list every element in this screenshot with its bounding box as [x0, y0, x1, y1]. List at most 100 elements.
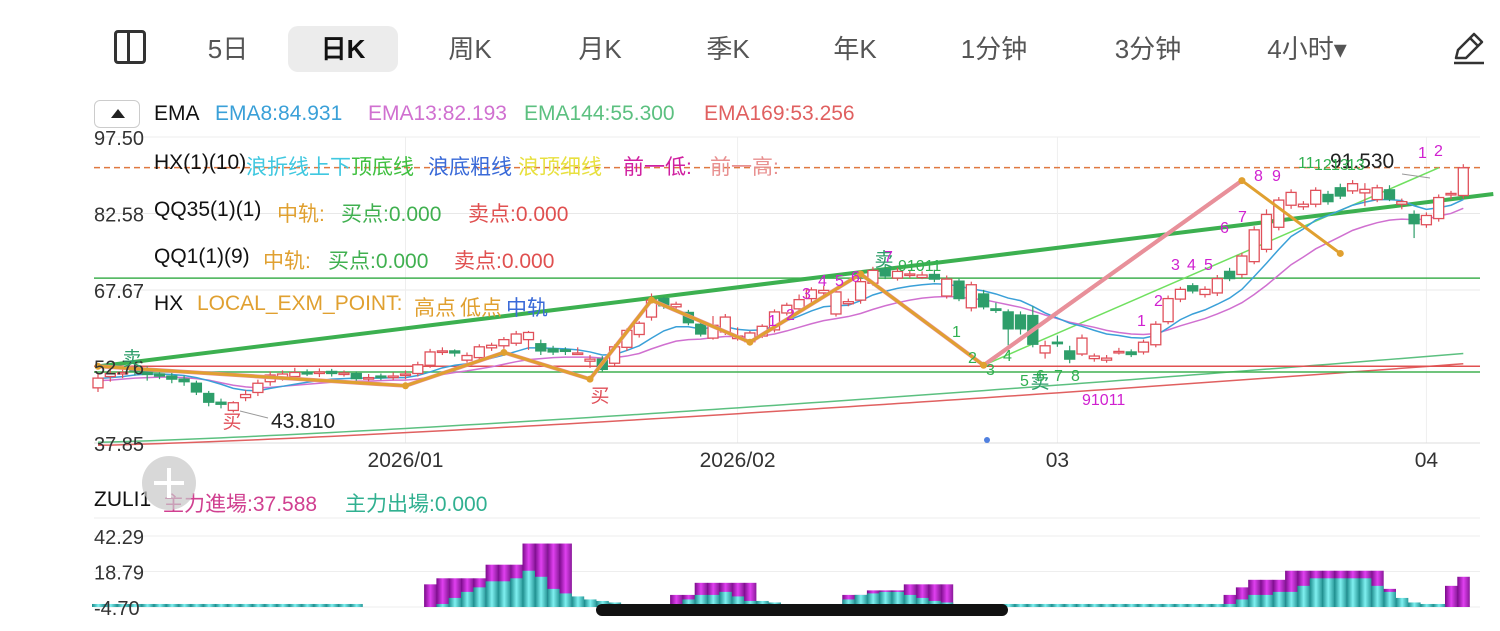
outflow-bar — [190, 603, 203, 607]
candle — [1433, 194, 1445, 222]
outflow-bar — [448, 597, 462, 607]
candle — [1396, 198, 1408, 210]
candle-body — [436, 350, 449, 354]
candle-body — [941, 278, 953, 297]
outflow-bar — [1408, 602, 1421, 607]
outflow-bar — [276, 603, 289, 607]
candle — [375, 373, 387, 381]
candle — [166, 372, 178, 384]
ema13-value: EMA13:82.193 — [368, 102, 507, 125]
hx-prev-high-label: 前一高: — [710, 156, 779, 179]
candle — [485, 342, 498, 351]
tab-quarter-k[interactable]: 季K — [706, 34, 750, 64]
thin-trend-line — [983, 167, 1439, 366]
candle — [1125, 349, 1137, 358]
candle — [1408, 210, 1420, 239]
date-tick-label: 03 — [1046, 449, 1069, 472]
candle-body — [990, 308, 1002, 312]
outflow-bar — [1112, 603, 1126, 607]
qq1-mid-label: 中轨: — [263, 250, 311, 273]
count-label-green: 2 — [968, 350, 977, 367]
candle — [1064, 345, 1076, 364]
candle-body — [510, 333, 522, 344]
tab-day-k[interactable]: 日K — [288, 26, 398, 72]
price-tick-label: 37.85 — [94, 434, 144, 456]
count-label-green: 1 — [952, 324, 961, 341]
count-label-magenta: 6 — [851, 269, 860, 286]
collapse-indicator-button[interactable] — [94, 100, 140, 128]
outflow-bar — [879, 591, 892, 607]
candle — [1137, 339, 1150, 355]
count-label-magenta: 9 — [1272, 168, 1281, 185]
outflow-bar — [1174, 603, 1187, 607]
outflow-bar — [128, 603, 142, 607]
candle — [424, 348, 436, 368]
count-label-magenta: 1 — [1137, 313, 1146, 330]
outflow-bar — [522, 570, 535, 607]
candle-body — [584, 358, 596, 362]
candle — [670, 301, 682, 309]
candle — [941, 275, 953, 299]
candle — [842, 298, 854, 307]
layout-toggle-icon[interactable] — [114, 30, 146, 64]
candle-body — [387, 375, 399, 379]
candle-body — [313, 371, 326, 375]
candle-body — [535, 343, 547, 352]
count-label-green: 13 — [1331, 157, 1349, 174]
add-indicator-button[interactable] — [142, 456, 196, 510]
candle-body — [572, 352, 584, 356]
count-label-magenta: 4 — [1187, 257, 1196, 274]
outflow-bar — [1358, 578, 1372, 607]
tab-3min[interactable]: 3分钟 — [1114, 34, 1182, 64]
candle-body — [1113, 350, 1125, 354]
tab-year-k[interactable]: 年K — [833, 34, 877, 64]
candle — [350, 371, 362, 382]
tab-1min[interactable]: 1分钟 — [960, 34, 1028, 64]
candle — [572, 347, 584, 356]
count-label-magenta: 1 — [768, 313, 777, 330]
outflow-bar — [891, 591, 904, 607]
outflow-bar — [104, 603, 117, 607]
candle — [928, 269, 941, 283]
candle — [916, 271, 928, 280]
outflow-bar — [1039, 603, 1052, 607]
candle — [1334, 183, 1346, 200]
tab-5d[interactable]: 5日 — [207, 34, 249, 64]
candle-body — [1260, 213, 1273, 250]
candle — [1002, 309, 1014, 346]
candle-body — [522, 331, 535, 341]
candle-body — [1346, 183, 1359, 192]
outflow-bar — [1334, 578, 1347, 607]
candle — [252, 379, 264, 397]
candle-body — [449, 350, 461, 354]
candle-body — [166, 375, 178, 380]
outflow-bar — [1395, 597, 1409, 607]
outflow-bar — [842, 599, 855, 607]
annotation-leader — [239, 410, 269, 419]
candle-body — [830, 291, 842, 315]
wave-point — [746, 338, 754, 346]
ema144-value: EMA144:55.300 — [524, 102, 675, 125]
tab-week-k[interactable]: 周K — [448, 34, 492, 64]
outflow-bar — [497, 581, 511, 607]
outflow-bar — [1285, 591, 1298, 607]
candle-body — [633, 322, 645, 336]
count-label-magenta: 2 — [786, 307, 795, 324]
candle-body — [1051, 341, 1064, 345]
tab-4h-dropdown[interactable]: 4小时▾ — [1267, 34, 1347, 64]
wave-point — [1238, 177, 1246, 185]
indicator-tick-label: 18.79 — [94, 563, 144, 585]
candle-body — [1014, 314, 1027, 330]
pencil-icon[interactable] — [1450, 30, 1486, 66]
candle — [104, 369, 116, 382]
candle-body — [498, 338, 510, 347]
tab-month-k[interactable]: 月K — [578, 34, 622, 64]
candle — [1211, 274, 1223, 297]
candle — [1174, 286, 1187, 303]
candle — [535, 339, 547, 356]
candle-body — [1199, 288, 1211, 296]
candle — [1223, 267, 1236, 282]
candle-body — [695, 323, 707, 335]
hx-bottom-thick-label: 浪底粗线 — [428, 156, 512, 179]
